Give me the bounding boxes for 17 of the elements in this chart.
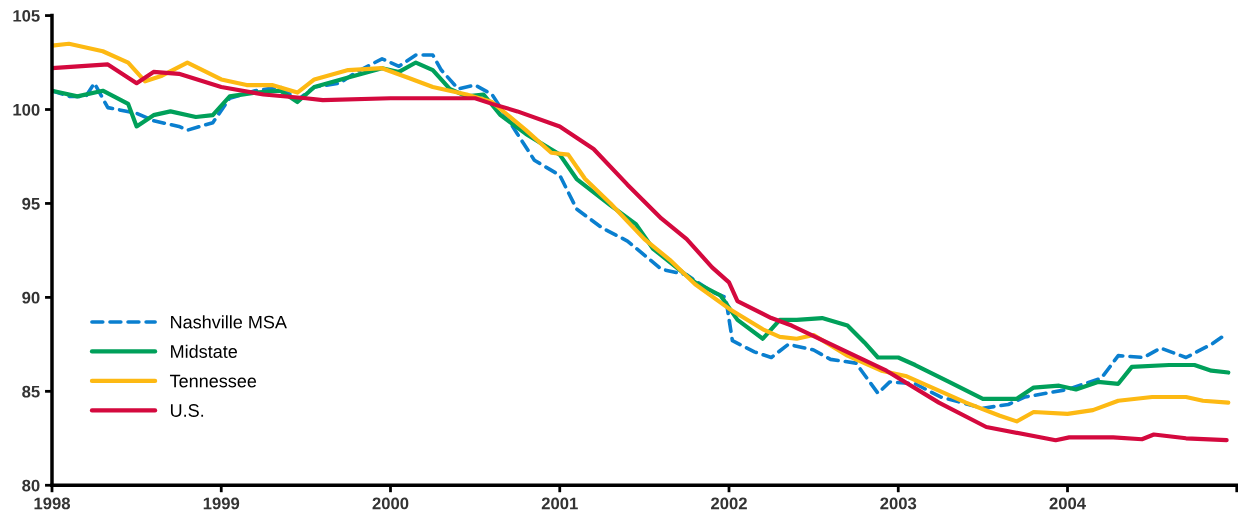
- x-tick-label: 2004: [1049, 497, 1086, 510]
- x-tick-label: 2000: [372, 497, 409, 510]
- x-tick-label: 1999: [203, 497, 240, 510]
- y-tick-label: 105: [13, 9, 40, 22]
- legend-label: Nashville MSA: [171, 315, 287, 329]
- legend-label: Tennessee: [169, 374, 257, 388]
- legend-label: Midstate: [171, 344, 238, 358]
- x-tick-label: 1998: [34, 497, 71, 510]
- y-tick-label: 80: [22, 479, 40, 492]
- x-tick-label: 2001: [541, 497, 578, 510]
- y-tick-label: 100: [13, 103, 40, 116]
- y-tick-label: 90: [22, 291, 40, 304]
- legend-label: U.S.: [170, 404, 204, 417]
- y-tick-label: 95: [22, 197, 40, 210]
- x-tick-label: 2003: [880, 497, 917, 510]
- x-tick-label: 2002: [711, 497, 747, 510]
- y-tick-label: 85: [22, 385, 40, 398]
